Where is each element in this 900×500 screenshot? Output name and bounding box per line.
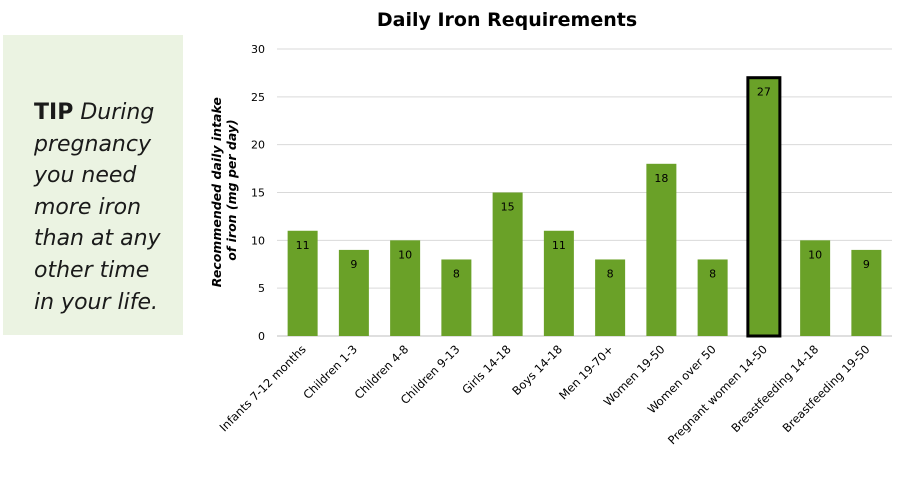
x-tick-label: Pregnant women 14-50 (665, 342, 770, 447)
y-tick-label: 15 (251, 187, 265, 200)
chart-title: Daily Iron Requirements (377, 9, 637, 31)
data-label: 27 (757, 86, 771, 99)
data-label: 10 (398, 248, 412, 261)
y-tick-label: 0 (258, 330, 265, 343)
bar (746, 76, 782, 338)
y-tick-label: 30 (251, 43, 265, 56)
x-tick-label: Girls 14-18 (459, 342, 514, 397)
data-label: 9 (863, 258, 870, 271)
x-tick-label: Boys 14-18 (509, 342, 565, 398)
y-tick-label: 5 (258, 282, 265, 295)
x-tick-label: Children 1-3 (300, 342, 360, 402)
bar (287, 230, 318, 336)
data-label: 8 (709, 267, 716, 280)
y-axis-label: Recommended daily intake of iron (mg per… (209, 93, 239, 287)
y-tick-label: 25 (251, 91, 265, 104)
tip-text: TIP During pregnancy you need more iron … (34, 97, 174, 318)
data-label: 9 (350, 258, 357, 271)
data-label: 10 (808, 248, 822, 261)
data-label: 18 (654, 172, 668, 185)
bar (390, 240, 421, 336)
y-axis-label-line-1: Recommended daily intake (209, 97, 224, 287)
bars: 11 9 10 8 15 11 8 18 8 27 10 9 (287, 76, 882, 338)
bar (338, 249, 369, 336)
x-tick-label: Infants 7-12 months (217, 342, 309, 434)
gridlines (277, 48, 892, 337)
data-label: 11 (552, 239, 566, 252)
bar (595, 259, 626, 336)
bar (543, 230, 574, 336)
data-label: 11 (296, 239, 310, 252)
y-axis-label-line-2: of iron (mg per day) (224, 119, 239, 261)
y-tick-label: 10 (251, 234, 265, 247)
bar (646, 163, 677, 336)
bar (492, 192, 523, 336)
tip-box: TIP During pregnancy you need more iron … (3, 35, 183, 335)
bar (697, 259, 728, 336)
data-label: 8 (607, 267, 614, 280)
bar (851, 249, 882, 336)
bar (441, 259, 472, 336)
tip-label: TIP (34, 100, 74, 125)
y-tick-label: 20 (251, 139, 265, 152)
tip-body: During pregnancy you need more iron than… (34, 100, 161, 315)
data-label: 8 (453, 267, 460, 280)
x-tick-label: Breastfeeding 14-18 (728, 342, 821, 435)
data-label: 15 (501, 201, 515, 214)
x-tick-label: Breastfeeding 19-50 (780, 342, 873, 435)
y-tick-labels: 0 5 10 15 20 25 30 (251, 43, 265, 343)
bar (800, 240, 831, 336)
